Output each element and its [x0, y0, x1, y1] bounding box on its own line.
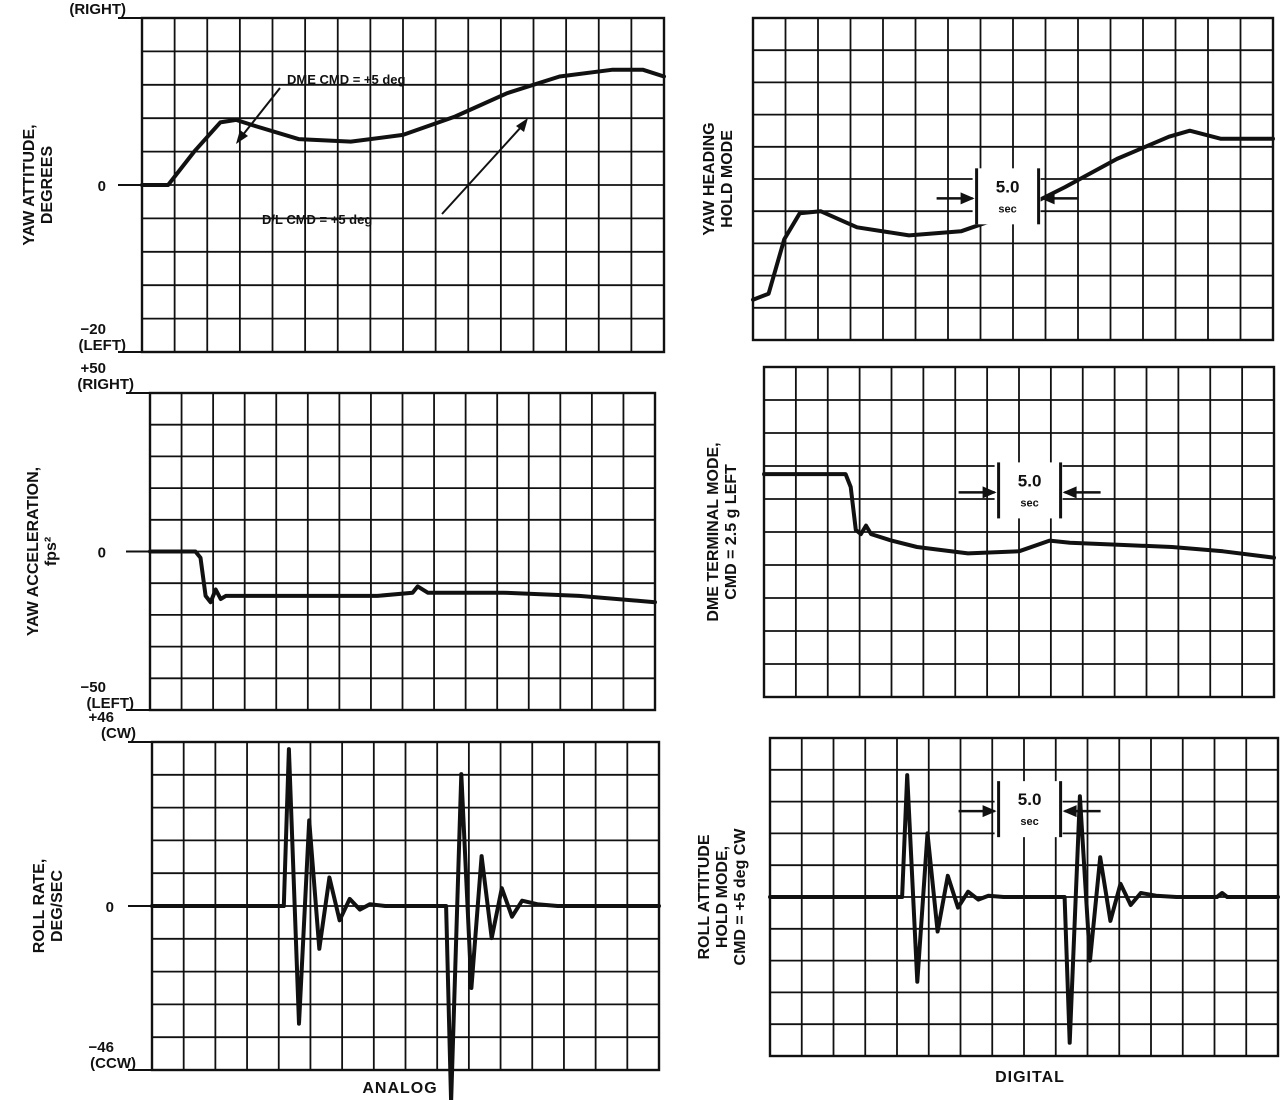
annotation-arrow — [236, 130, 248, 144]
data-line — [751, 128, 1275, 302]
chart-panel-analog-yaw-acceleration: +50(RIGHT) 0 −50(LEFT) YAW ACCELERATION, fps… — [25, 360, 657, 712]
marker-unit: sec — [1020, 816, 1038, 828]
tick-sublabel: (CW) — [101, 725, 136, 742]
y-axis-label-line: YAW HEADING — [701, 122, 718, 235]
tick-sublabel: (LEFT) — [79, 337, 126, 354]
y-axis-label-line: DEG/SEC — [49, 870, 66, 942]
annotation-dme-cmd: DME CMD = +5 deg — [287, 72, 406, 87]
annotation-leader — [441, 125, 523, 215]
annotation-arrow — [516, 118, 528, 132]
column-label-digital: DIGITAL — [995, 1069, 1065, 1086]
y-axis-label-line: DME TERMINAL MODE, — [705, 442, 722, 621]
tick-label: −50 — [81, 679, 106, 696]
data-line — [140, 67, 666, 187]
marker-background — [972, 168, 1041, 225]
data-line — [150, 747, 661, 1100]
chart-panel-digital-roll-attitude: ROLL ATTITUDE HOLD MODE, CMD = +5 deg CW 5.… — [696, 736, 1280, 1058]
tick-label: +20 — [81, 0, 106, 2]
tick-label: −20 — [81, 321, 106, 338]
chart-panel-analog-yaw-attitude: +20(RIGHT) 0 −20(LEFT) YAW ATTITUDE,DEGREES… — [21, 0, 666, 354]
marker-background — [994, 462, 1063, 519]
column-label-analog: ANALOG — [362, 1080, 437, 1097]
y-axis-label: YAW HEADING HOLD MODE — [701, 122, 736, 235]
y-axis-label-line: YAW ACCELERATION, — [25, 467, 42, 636]
annotation-dl-cmd: D/L CMD = +5 deg — [262, 212, 372, 227]
tick-sublabel: (CCW) — [90, 1055, 136, 1072]
y-axis-label-line: DEGREES — [39, 146, 56, 225]
tick-label: 0 — [106, 899, 114, 916]
y-axis-label-line: YAW ATTITUDE, — [21, 124, 38, 245]
interval-marker: 5.0 sec — [958, 781, 1101, 838]
y-axis-label-line: HOLD MODE — [719, 130, 736, 228]
data-line — [762, 472, 1276, 560]
y-axis-label: YAW ACCELERATION, fps² — [25, 467, 60, 636]
marker-arrowhead-right — [1062, 486, 1077, 499]
marker-arrowhead-left — [960, 192, 975, 205]
marker-value: 5.0 — [1018, 790, 1042, 809]
tick-sublabel: (RIGHT) — [69, 1, 126, 18]
marker-background — [994, 781, 1063, 838]
interval-marker: 5.0 sec — [958, 462, 1101, 519]
y-axis-label: ROLL RATE, DEG/SEC — [31, 859, 66, 954]
tick-label: −46 — [89, 1039, 114, 1056]
chart-panel-digital-dme-terminal: DME TERMINAL MODE, CMD = 2.5 g LEFT 5.0 sec — [705, 365, 1276, 699]
chart-panel-analog-roll-rate: +46(CW) 0 −46(CCW) ROLL RATE, DEG/SEC — [31, 709, 661, 1100]
y-axis-label-line: fps² — [43, 537, 60, 566]
tick-label: 0 — [98, 545, 106, 562]
annotation-leader — [241, 87, 281, 137]
data-line — [768, 773, 1280, 1045]
chart-panel-digital-yaw-heading: YAW HEADING HOLD MODE 5.0 sec — [701, 16, 1275, 342]
marker-arrowhead-left — [982, 805, 997, 818]
y-axis-label: DME TERMINAL MODE, CMD = 2.5 g LEFT — [705, 442, 740, 621]
marker-arrowhead-right — [1040, 192, 1055, 205]
tick-label: 0 — [98, 178, 106, 195]
marker-arrowhead-right — [1062, 805, 1077, 818]
y-axis-label-line: ROLL RATE, — [31, 859, 48, 954]
marker-unit: sec — [1020, 497, 1038, 509]
marker-value: 5.0 — [996, 177, 1020, 196]
marker-unit: sec — [998, 203, 1016, 215]
y-axis-label: ROLL ATTITUDE HOLD MODE, CMD = +5 deg CW — [696, 828, 749, 966]
y-axis-label: YAW ATTITUDE, DEGREES — [21, 124, 56, 245]
tick-label: +46 — [89, 709, 114, 726]
marker-arrowhead-left — [982, 486, 997, 499]
y-axis-label-line: HOLD MODE, — [714, 846, 731, 948]
y-axis-label-line: CMD = +5 deg CW — [732, 828, 749, 966]
y-axis-label-line: ROLL ATTITUDE — [696, 834, 713, 959]
marker-value: 5.0 — [1018, 471, 1042, 490]
tick-label: +50 — [81, 360, 106, 377]
tick-sublabel: (RIGHT) — [77, 376, 134, 393]
data-line — [148, 549, 657, 605]
interval-marker: 5.0 sec — [936, 168, 1079, 225]
tick-sublabel: (LEFT) — [87, 695, 134, 712]
y-axis-label-line: CMD = 2.5 g LEFT — [723, 464, 740, 600]
